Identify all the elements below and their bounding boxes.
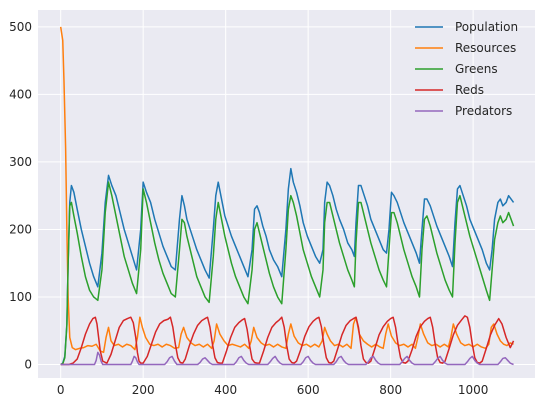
plot-background <box>38 10 535 378</box>
x-tick-label: 800 <box>379 383 402 397</box>
legend-label-resources: Resources <box>455 41 516 55</box>
x-tick-label: 400 <box>214 383 237 397</box>
y-tick-label: 400 <box>9 87 32 101</box>
y-tick-label: 200 <box>9 222 32 236</box>
x-tick-label: 200 <box>132 383 155 397</box>
legend-label-population: Population <box>455 20 518 34</box>
series-line-reds <box>60 315 515 366</box>
y-tick-label: 500 <box>9 20 32 34</box>
y-tick-label: 100 <box>9 290 32 304</box>
x-tick-labels: 0 200 400 600 800 1000 <box>57 383 489 397</box>
series-line-population <box>60 167 515 366</box>
y-tick-label: 300 <box>9 155 32 169</box>
x-tick-label: 0 <box>57 383 65 397</box>
y-tick-labels: 0 100 200 300 400 500 <box>9 20 32 372</box>
legend-label-reds: Reds <box>455 83 484 97</box>
series-line-predators <box>60 351 514 366</box>
legend: Population Resources Greens Reds Predators <box>415 20 518 118</box>
legend-label-predators: Predators <box>455 104 512 118</box>
legend-label-greens: Greens <box>455 62 498 76</box>
x-tick-label: 600 <box>297 383 320 397</box>
series-line-greens <box>60 181 515 366</box>
x-tick-label: 1000 <box>458 383 489 397</box>
series-line-resources <box>59 26 514 354</box>
series-lines <box>59 26 515 366</box>
y-tick-label: 0 <box>24 357 32 371</box>
